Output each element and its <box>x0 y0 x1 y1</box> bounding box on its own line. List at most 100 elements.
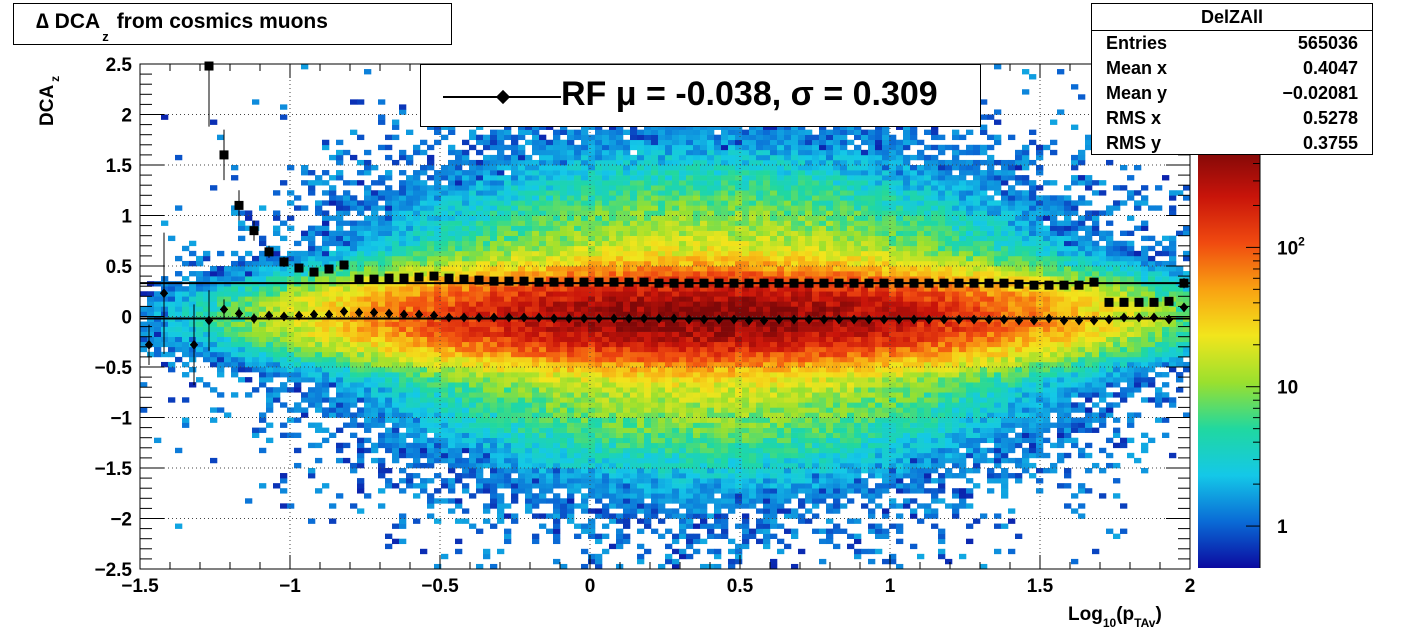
heatmap-cell <box>560 326 568 332</box>
heatmap-cell <box>336 331 344 337</box>
heatmap-cell <box>602 442 610 449</box>
heatmap-cell <box>231 291 239 297</box>
heatmap-cell <box>189 250 197 257</box>
heatmap-cell <box>273 372 281 378</box>
heatmap-cell <box>455 311 463 317</box>
heatmap-cell <box>707 331 715 337</box>
heatmap-cell <box>238 220 246 226</box>
heatmap-cell <box>616 356 624 363</box>
heatmap-cell <box>567 271 575 277</box>
heatmap-cell <box>518 457 526 464</box>
heatmap-cell <box>595 235 603 242</box>
heatmap-cell <box>420 296 428 302</box>
heatmap-cell <box>651 452 659 459</box>
heatmap-cell <box>469 220 477 226</box>
heatmap-cell <box>714 402 722 408</box>
heatmap-cell <box>476 185 484 191</box>
heatmap-cell <box>441 205 449 211</box>
heatmap-cell <box>336 139 344 146</box>
heatmap-cell <box>511 412 519 418</box>
heatmap-cell <box>714 260 722 267</box>
heatmap-cell <box>616 402 624 408</box>
heatmap-cell <box>385 245 393 252</box>
heatmap-cell <box>539 170 547 176</box>
heatmap-cell <box>329 255 337 262</box>
heatmap-cell <box>238 377 246 383</box>
heatmap-cell <box>329 518 337 524</box>
heatmap-cell <box>175 296 183 302</box>
heatmap-cell <box>630 437 638 444</box>
heatmap-cell <box>273 392 281 398</box>
heatmap-cell <box>476 286 484 292</box>
heatmap-cell <box>497 255 505 262</box>
heatmap-cell <box>378 215 386 221</box>
heatmap-cell <box>406 447 414 454</box>
heatmap-cell <box>350 341 358 348</box>
heatmap-cell <box>357 331 365 337</box>
heatmap-cell <box>378 417 386 423</box>
heatmap-cell <box>350 382 358 388</box>
heatmap-cell <box>280 321 288 327</box>
heatmap-cell <box>413 291 421 297</box>
heatmap-cell <box>672 139 680 146</box>
heatmap-cell <box>616 483 624 489</box>
heatmap-cell <box>413 266 421 272</box>
heatmap-cell <box>693 129 701 135</box>
heatmap-cell <box>602 250 610 257</box>
heatmap-cell <box>623 185 631 191</box>
heatmap-cell <box>280 180 288 186</box>
heatmap-cell <box>294 291 302 297</box>
heatmap-cell <box>637 553 645 560</box>
heatmap-cell <box>665 356 673 363</box>
heatmap-cell <box>623 200 631 206</box>
heatmap-cell <box>224 311 232 317</box>
heatmap-cell <box>385 397 393 403</box>
heatmap-cell <box>364 276 372 282</box>
heatmap-cell <box>343 190 351 196</box>
heatmap-cell <box>532 240 540 247</box>
heatmap-cell <box>595 457 603 464</box>
heatmap-cell <box>469 296 477 302</box>
heatmap-cell <box>497 291 505 297</box>
heatmap-cell <box>637 351 645 358</box>
heatmap-cell <box>287 377 295 383</box>
heatmap-cell <box>707 336 715 343</box>
heatmap-cell <box>574 321 582 327</box>
heatmap-cell <box>672 144 680 151</box>
heatmap-cell <box>588 139 596 146</box>
heatmap-cell <box>567 266 575 272</box>
heatmap-cell <box>553 503 561 509</box>
heatmap-cell <box>609 473 617 479</box>
heatmap-cell <box>504 210 512 216</box>
heatmap-cell <box>546 175 554 181</box>
heatmap-cell <box>707 250 715 257</box>
heatmap-cell <box>476 306 484 312</box>
heatmap-cell <box>322 367 330 373</box>
heatmap-cell <box>693 377 701 383</box>
heatmap-cell <box>637 341 645 348</box>
heatmap-cell <box>567 220 575 226</box>
heatmap-cell <box>301 180 309 186</box>
heatmap-cell <box>595 351 603 358</box>
heatmap-cell <box>700 134 708 141</box>
heatmap-cell <box>406 255 414 262</box>
heatmap-cell <box>644 483 652 489</box>
heatmap-cell <box>280 372 288 378</box>
heatmap-cell <box>637 498 645 504</box>
heatmap-cell <box>686 462 694 469</box>
heatmap-cell <box>189 356 197 363</box>
heatmap-cell <box>448 159 456 166</box>
heatmap-cell <box>420 230 428 236</box>
heatmap-cell <box>497 341 505 348</box>
heatmap-cell <box>147 326 155 332</box>
heatmap-cell <box>630 351 638 358</box>
heatmap-cell <box>623 235 631 242</box>
heatmap-cell <box>693 159 701 166</box>
heatmap-cell <box>721 503 729 509</box>
heatmap-cell <box>707 215 715 221</box>
heatmap-cell <box>574 503 582 509</box>
heatmap-cell <box>679 372 687 378</box>
heatmap-cell <box>378 195 386 201</box>
heatmap-cell <box>490 377 498 383</box>
heatmap-cell <box>525 139 533 146</box>
